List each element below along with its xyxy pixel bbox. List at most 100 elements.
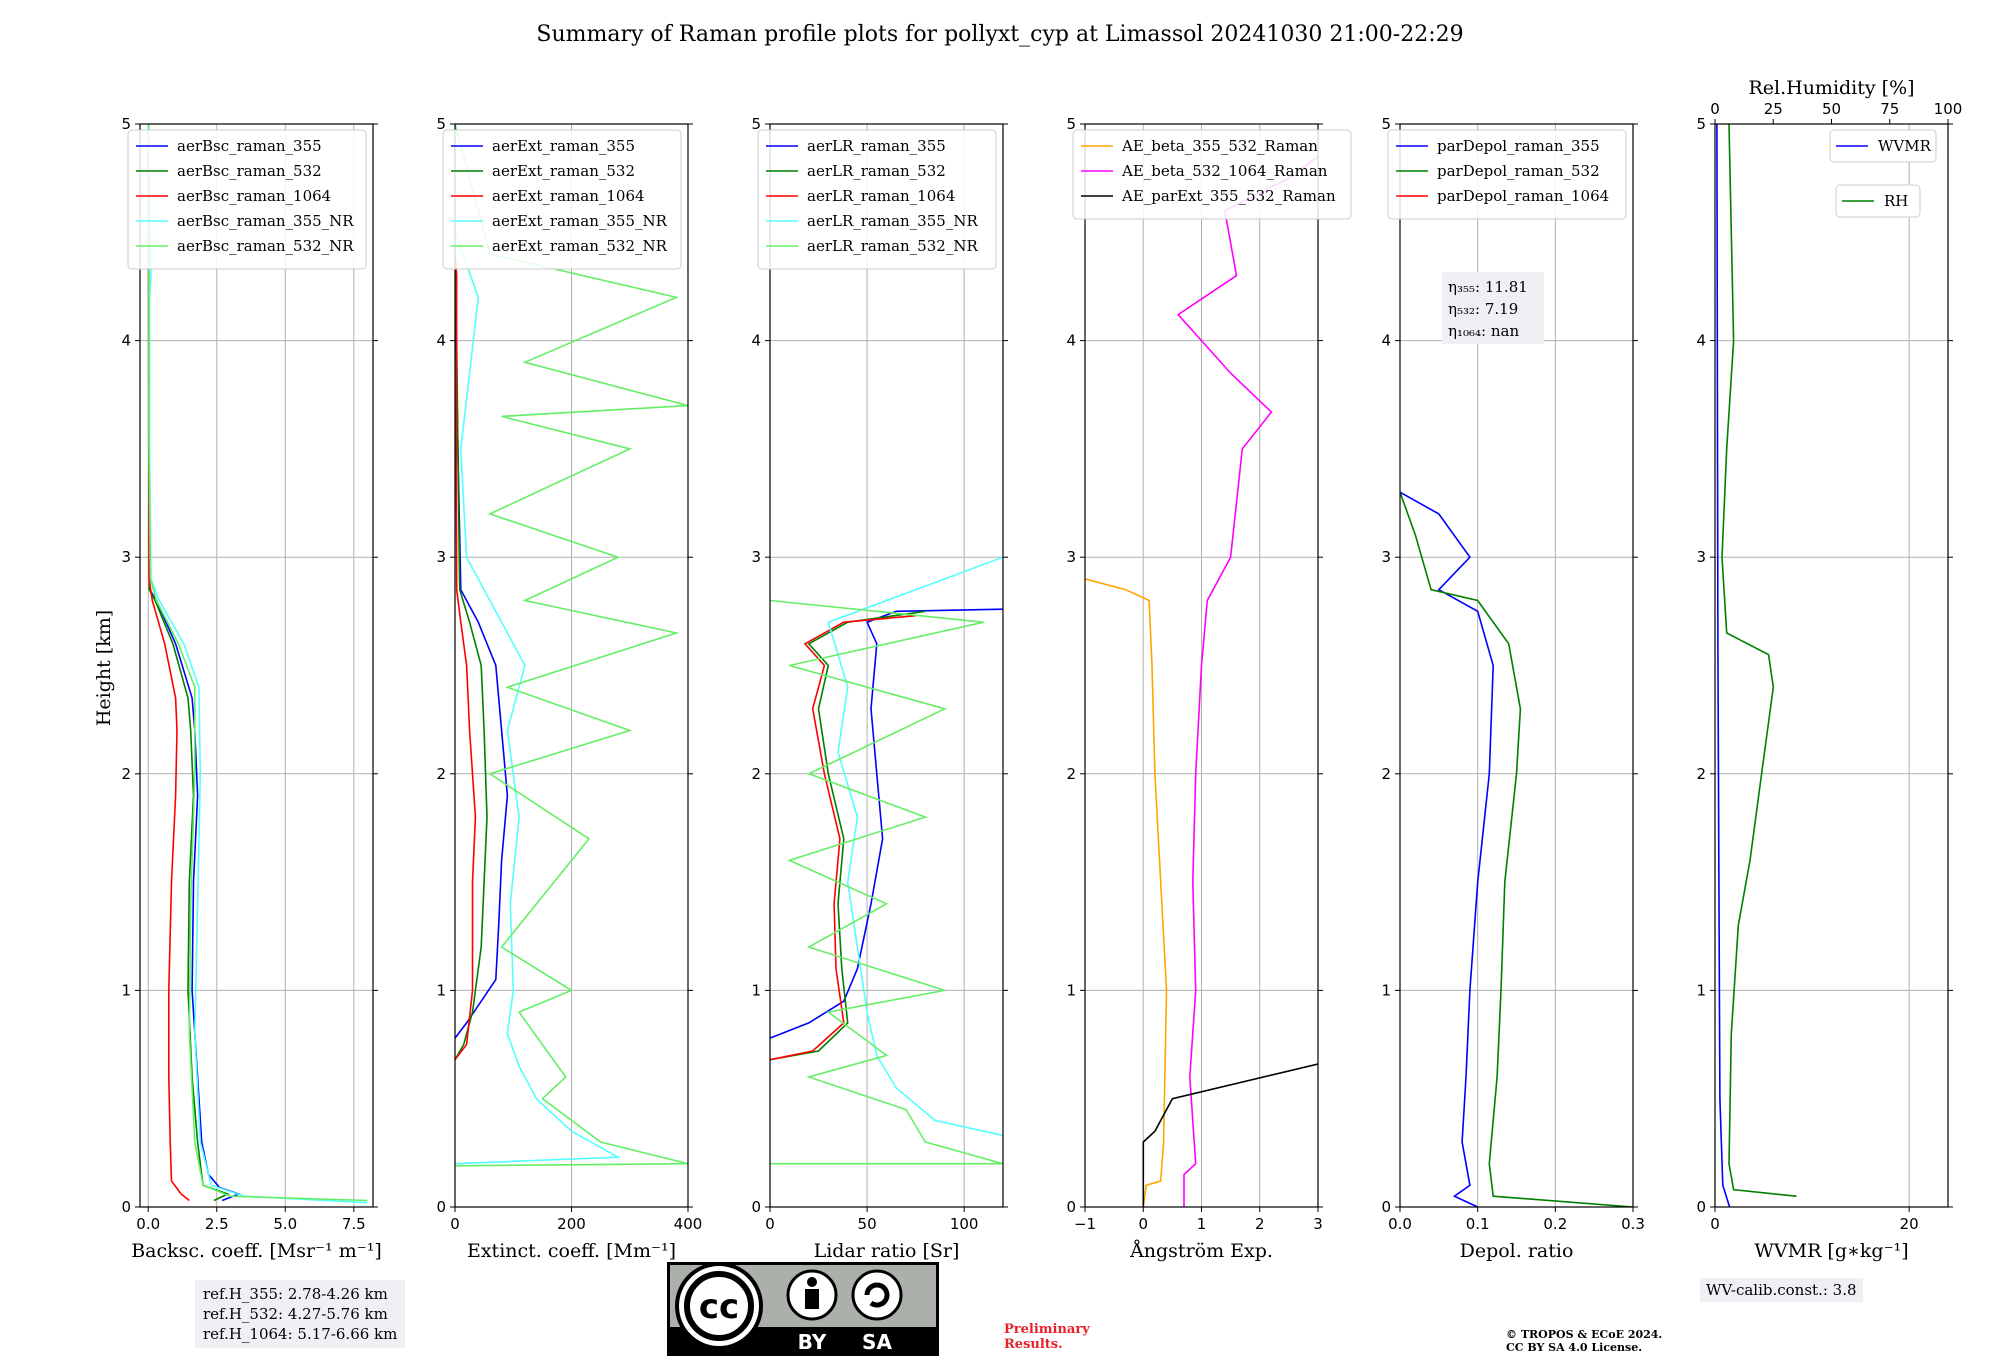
eta-value: η₁₀₆₄: nan <box>1448 322 1519 340</box>
series-aerExt_raman_355_NR <box>455 232 621 1165</box>
y-tick-label: 0 <box>1696 1198 1706 1216</box>
series-aerExt_raman_1064 <box>455 253 477 1061</box>
y-tick-label: 1 <box>1696 981 1706 999</box>
cc-by-label: BY <box>798 1330 827 1354</box>
axes-frame-water_vapor <box>1714 123 1949 1208</box>
legend-backscatter: aerBsc_raman_355 aerBsc_raman_532 aerBsc_r… <box>127 129 367 270</box>
y-tick-label: 5 <box>751 115 761 133</box>
legend-water_vapor: WVMR RH <box>1829 129 1937 218</box>
y-tick-label: 1 <box>121 981 131 999</box>
series-aerLR_raman_355_NR <box>827 556 1003 1137</box>
y-tick-label: 4 <box>1066 332 1076 350</box>
y-tick-label: 0 <box>751 1198 761 1216</box>
x-tick-label: 0 <box>1138 1215 1148 1233</box>
panel-backscatter: 0.0 2.5 5.0 7.5 0 1 2 3 4 5 Backsc. coeff. [Msr⁻¹ … <box>121 115 381 1262</box>
axes-frame-backscatter <box>139 123 374 1208</box>
x-axis-label-water_vapor: WVMR [g∗kg⁻¹] <box>1754 1240 1908 1262</box>
legend-entry: AE_beta_532_1064_Raman <box>1121 162 1328 180</box>
series-AE_beta_532_1064_Raman <box>1176 155 1318 1207</box>
series-aerLR_raman_355 <box>770 608 1003 1039</box>
x-tick-label: 200 <box>557 1215 586 1233</box>
reference-height-box: ref.H_355: 2.78-4.26 km ref.H_532: 4.27-… <box>195 1280 406 1348</box>
series-aerLR_raman_1064 <box>770 614 916 1061</box>
series-parDepol_raman_532 <box>1400 491 1633 1207</box>
series-AE_beta_355_532_Raman <box>1085 578 1168 1207</box>
series-aerExt_raman_532 <box>455 253 488 1061</box>
legend-entry: aerBsc_raman_1064 <box>177 187 331 205</box>
wv-calibration-box: WV-calib.const.: 3.8 <box>1700 1278 1863 1302</box>
y-tick-label: 3 <box>436 548 446 566</box>
y-tick-label: 4 <box>1696 332 1706 350</box>
y-tick-label: 3 <box>1066 548 1076 566</box>
legend-entry: aerExt_raman_1064 <box>492 187 645 205</box>
series-aerBsc_raman_532_NR <box>148 124 368 1202</box>
eta-annotation: η₃₅₅: 11.81 η₅₃₂: 7.19 η₁₀₆₄: nan <box>1442 272 1544 344</box>
series-aerLR_raman_532 <box>770 610 926 1061</box>
legend-lidar_ratio: aerLR_raman_355 aerLR_raman_532 aerLR_rama… <box>757 129 997 270</box>
legend-entry: AE_beta_355_532_Raman <box>1121 137 1318 155</box>
x-tick-label: 2.5 <box>205 1215 229 1233</box>
y-tick-label: 2 <box>1696 765 1706 783</box>
panel-extinction: 0 200 400 0 1 2 3 4 5 Extinct. coeff. [Mm⁻¹] aerEx… <box>436 115 702 1262</box>
top-x-tick-label: 25 <box>1764 100 1783 118</box>
copyright-line-1: © TROPOS & ECoE 2024. <box>1506 1328 1663 1341</box>
legend-entry: WVMR <box>1878 137 1932 155</box>
series-aerExt_raman_532_NR <box>455 124 688 1167</box>
cc-mark: cc <box>699 1287 739 1327</box>
legend-entry: aerExt_raman_355_NR <box>492 212 668 230</box>
y-tick-label: 1 <box>751 981 761 999</box>
ref-height-355: ref.H_355: 2.78-4.26 km <box>203 1285 388 1303</box>
x-tick-label: 0 <box>450 1215 460 1233</box>
y-tick-label: 5 <box>1381 115 1391 133</box>
series-aerBsc_raman_1064 <box>147 124 190 1202</box>
legend-entry: aerExt_raman_532 <box>492 162 635 180</box>
y-tick-label: 3 <box>1381 548 1391 566</box>
y-tick-label: 0 <box>1066 1198 1076 1216</box>
y-tick-label: 1 <box>1066 981 1076 999</box>
series-RH <box>1721 124 1797 1197</box>
y-tick-label: 2 <box>751 765 761 783</box>
y-axis-label: Height [km] <box>93 610 115 726</box>
series-aerExt_raman_355 <box>455 253 509 1039</box>
legend-depol: parDepol_raman_355 parDepol_raman_532 parD… <box>1387 129 1627 220</box>
x-tick-label: 100 <box>950 1215 979 1233</box>
legend-entry: RH <box>1884 192 1908 210</box>
y-tick-label: 5 <box>1696 115 1706 133</box>
y-tick-label: 5 <box>1066 115 1076 133</box>
x-tick-label: 0 <box>1710 1215 1720 1233</box>
top-x-tick-label: 50 <box>1822 100 1841 118</box>
y-tick-label: 4 <box>751 332 761 350</box>
x-tick-label: 1 <box>1197 1215 1207 1233</box>
x-tick-label: 3 <box>1313 1215 1323 1233</box>
copyright-line-2: CC BY SA 4.0 License. <box>1506 1341 1643 1354</box>
x-tick-label: −1 <box>1074 1215 1096 1233</box>
legend-entry: aerBsc_raman_355_NR <box>177 212 354 230</box>
cc-license-logo: cc BY SA <box>667 1262 939 1356</box>
legend-entry: aerBsc_raman_355 <box>177 137 322 155</box>
y-tick-label: 0 <box>436 1198 446 1216</box>
y-tick-label: 2 <box>121 765 131 783</box>
y-tick-label: 5 <box>436 115 446 133</box>
legend-entry: AE_parExt_355_532_Raman <box>1121 187 1336 205</box>
top-x-tick-label: 75 <box>1880 100 1899 118</box>
x-axis-label-lidar_ratio: Lidar ratio [Sr] <box>814 1240 960 1262</box>
legend-box <box>1387 129 1627 220</box>
legend-box <box>442 129 682 270</box>
preliminary-note: Preliminary Results. <box>1004 1322 1090 1352</box>
copyright-note: © TROPOS & ECoE 2024. CC BY SA 4.0 Licen… <box>1506 1328 1662 1354</box>
axes-frame-depol <box>1399 123 1634 1208</box>
legend-entry: aerLR_raman_532_NR <box>807 237 978 255</box>
x-tick-label: 7.5 <box>342 1215 366 1233</box>
x-tick-label: 0.3 <box>1621 1215 1645 1233</box>
legend-entry: parDepol_raman_355 <box>1437 137 1600 155</box>
x-tick-label: 0.1 <box>1466 1215 1490 1233</box>
legend-box <box>1835 184 1921 218</box>
eta-value: η₃₅₅: 11.81 <box>1448 278 1528 296</box>
series-aerBsc_raman_355 <box>147 124 242 1202</box>
x-axis-label-angstrom: Ångström Exp. <box>1129 1240 1273 1262</box>
legend-box <box>757 129 997 270</box>
x-tick-label: 5.0 <box>273 1215 297 1233</box>
legend-box <box>1072 129 1352 220</box>
